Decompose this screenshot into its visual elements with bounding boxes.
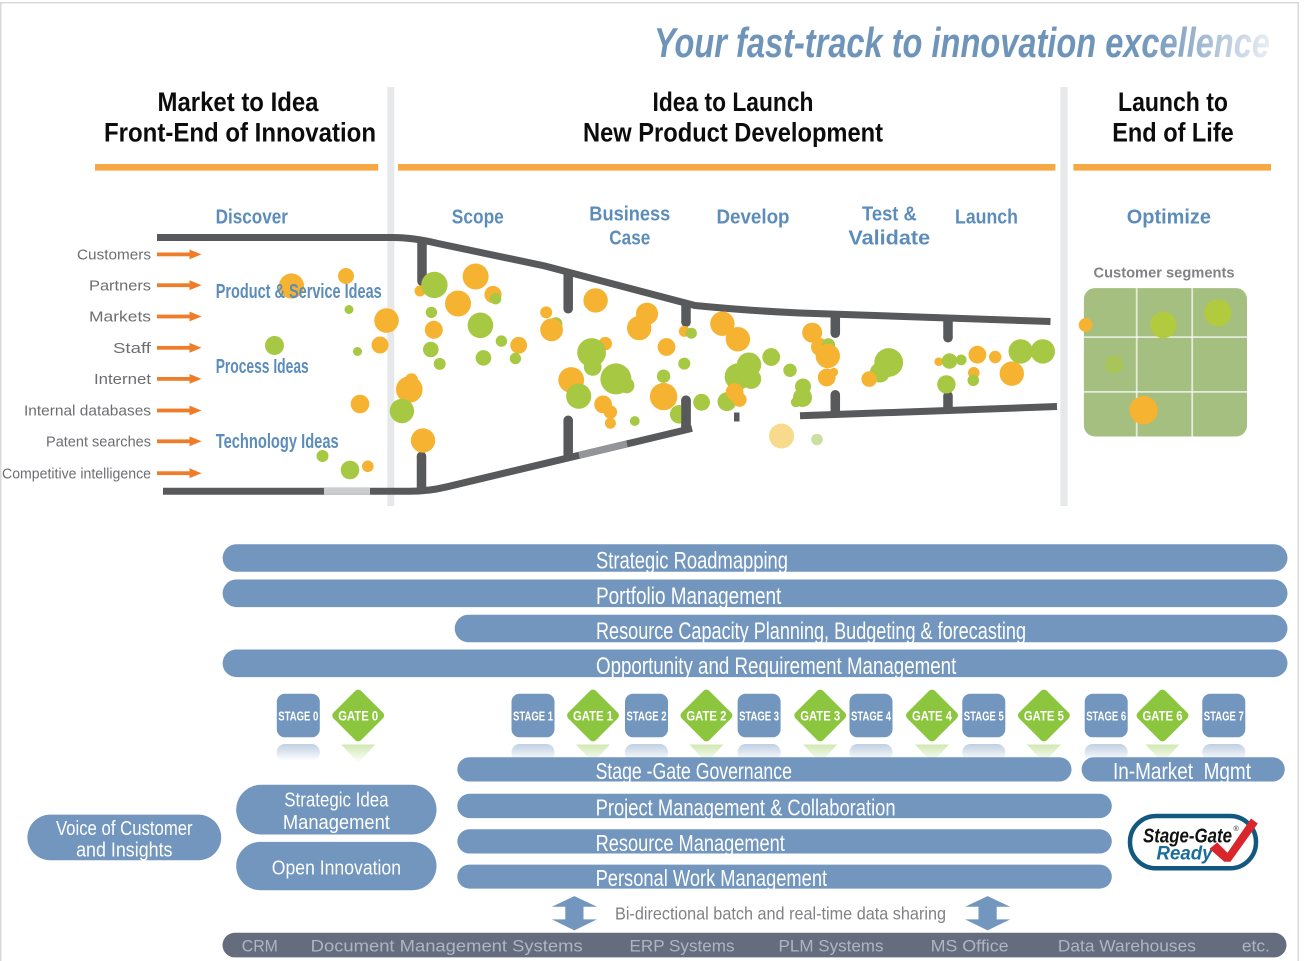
- svg-text:Project Management & Collabora: Project Management & Collaboration: [596, 794, 896, 820]
- svg-text:Market to Idea: Market to Idea: [158, 87, 319, 117]
- svg-text:Launch: Launch: [955, 206, 1018, 229]
- svg-text:STAGE 4: STAGE 4: [851, 708, 892, 723]
- svg-text:Internal databases: Internal databases: [24, 403, 151, 420]
- svg-text:Opportunity and Requirement Ma: Opportunity and Requirement Management: [596, 653, 957, 680]
- svg-text:Competitive intelligence: Competitive intelligence: [2, 465, 151, 482]
- svg-text:Optimize: Optimize: [1127, 206, 1211, 229]
- svg-text:GATE 5: GATE 5: [1024, 708, 1064, 723]
- svg-text:Internet: Internet: [94, 371, 152, 388]
- svg-text:CRM: CRM: [242, 936, 278, 955]
- svg-text:Business: Business: [589, 203, 670, 226]
- svg-text:Staff: Staff: [113, 340, 152, 357]
- svg-text:STAGE 0: STAGE 0: [278, 708, 318, 723]
- svg-text:GATE 6: GATE 6: [1143, 708, 1183, 723]
- svg-text:etc.: etc.: [1242, 936, 1270, 955]
- svg-text:GATE 4: GATE 4: [912, 708, 952, 723]
- svg-text:New Product Development: New Product Development: [583, 118, 883, 148]
- svg-text:Bi-directional batch and real-: Bi-directional batch and real-time data …: [615, 903, 946, 923]
- svg-text:Launch to: Launch to: [1118, 87, 1228, 117]
- svg-text:Idea to Launch: Idea to Launch: [653, 87, 814, 117]
- svg-text:MS Office: MS Office: [931, 936, 1009, 955]
- svg-text:Your fast-track to innovation: Your fast-track to innovation excellence: [654, 19, 1270, 66]
- svg-text:Markets: Markets: [89, 309, 151, 326]
- svg-text:®: ®: [1234, 825, 1240, 833]
- svg-text:STAGE 6: STAGE 6: [1086, 708, 1126, 723]
- svg-text:Scope: Scope: [452, 206, 504, 229]
- svg-text:Voice of Customer: Voice of Customer: [56, 818, 193, 840]
- svg-text:GATE 1: GATE 1: [573, 708, 613, 723]
- svg-text:Open Innovation: Open Innovation: [272, 858, 401, 880]
- svg-text:Strategic Roadmapping: Strategic Roadmapping: [596, 548, 788, 575]
- svg-text:STAGE 5: STAGE 5: [964, 708, 1004, 723]
- svg-text:Strategic Idea: Strategic Idea: [284, 790, 389, 812]
- svg-text:STAGE 7: STAGE 7: [1204, 708, 1244, 723]
- svg-text:and Insights: and Insights: [76, 839, 172, 861]
- svg-text:Validate: Validate: [848, 226, 930, 249]
- svg-text:GATE 0: GATE 0: [338, 708, 378, 723]
- svg-text:End of Life: End of Life: [1112, 118, 1234, 148]
- svg-text:Personal Work Management: Personal Work Management: [596, 865, 828, 891]
- svg-text:STAGE 1: STAGE 1: [513, 708, 553, 723]
- svg-text:Discover: Discover: [216, 206, 288, 229]
- svg-text:GATE 2: GATE 2: [686, 708, 726, 723]
- svg-text:Technology Ideas: Technology Ideas: [216, 431, 339, 453]
- svg-text:Case: Case: [609, 226, 650, 249]
- svg-text:Ready: Ready: [1157, 844, 1214, 865]
- svg-text:Portfolio Management: Portfolio Management: [596, 583, 782, 610]
- svg-text:Front-End of Innovation: Front-End of Innovation: [104, 118, 376, 148]
- svg-text:Customer segments: Customer segments: [1094, 265, 1235, 282]
- svg-text:Stage -Gate Governance: Stage -Gate Governance: [596, 758, 792, 784]
- svg-text:Process Ideas: Process Ideas: [216, 356, 309, 378]
- svg-text:Partners: Partners: [89, 277, 151, 294]
- svg-text:STAGE 2: STAGE 2: [627, 708, 667, 723]
- svg-text:Resource Capacity Planning, Bu: Resource Capacity Planning, Budgeting & …: [596, 618, 1026, 645]
- svg-text:ERP Systems: ERP Systems: [630, 936, 735, 955]
- svg-text:Product & Service Ideas: Product & Service Ideas: [216, 281, 382, 303]
- svg-text:Stage-Gate: Stage-Gate: [1143, 825, 1232, 847]
- svg-text:Management: Management: [283, 812, 390, 834]
- svg-text:Customers: Customers: [77, 247, 151, 264]
- svg-text:Data Warehouses: Data Warehouses: [1058, 936, 1196, 955]
- svg-text:GATE 3: GATE 3: [800, 708, 840, 723]
- svg-text:Test &: Test &: [862, 203, 917, 226]
- svg-text:PLM Systems: PLM Systems: [779, 936, 884, 955]
- svg-text:STAGE 3: STAGE 3: [739, 708, 779, 723]
- svg-text:Resource Management: Resource Management: [596, 830, 786, 856]
- svg-text:Patent searches: Patent searches: [46, 434, 151, 451]
- svg-text:Develop: Develop: [717, 206, 790, 229]
- svg-text:Document Management Systems: Document Management Systems: [311, 936, 583, 955]
- svg-text:In-Market Mgmt: In-Market Mgmt: [1113, 758, 1251, 784]
